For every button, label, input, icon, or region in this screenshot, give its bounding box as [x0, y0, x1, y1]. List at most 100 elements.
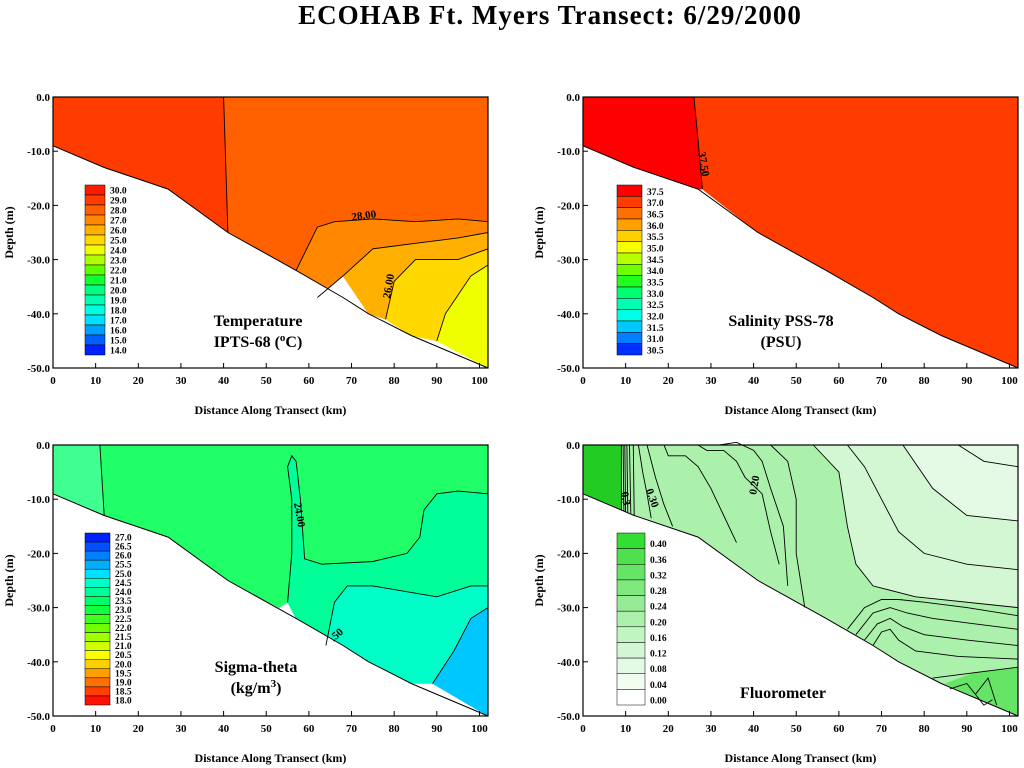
colorbar-swatch: [616, 184, 643, 197]
colorbar-swatch: [616, 332, 643, 344]
x-tick-label: 60: [303, 375, 315, 387]
y-tick-label: -30.0: [27, 255, 50, 267]
colorbar-swatch: [84, 184, 106, 196]
colorbar-swatch: [84, 254, 106, 266]
x-tick-label: 80: [919, 723, 931, 735]
colorbar-label: 28.0: [110, 207, 127, 217]
colorbar-label: 21.0: [110, 277, 127, 287]
colorbar-label: 27.0: [110, 217, 127, 227]
y-tick-label: -30.0: [557, 603, 580, 615]
colorbar-swatch: [84, 559, 111, 570]
colorbar-swatch: [84, 294, 106, 306]
contour-line-1: [693, 96, 703, 190]
x-tick-label: 80: [919, 375, 931, 387]
colorbar-label: 30.5: [647, 347, 664, 357]
colorbar-swatch: [616, 673, 646, 690]
colorbar-label: 23.0: [115, 606, 132, 616]
colorbar-label: 24.0: [115, 588, 132, 598]
contour-line-15: [902, 444, 1019, 522]
colorbar-swatch: [84, 194, 106, 206]
colorbar-swatch: [84, 234, 106, 246]
x-tick-label: 90: [431, 375, 443, 387]
y-axis-label: Depth (m): [2, 206, 16, 258]
contour-line-3: [325, 585, 488, 646]
colorbar-swatch: [84, 204, 106, 216]
colorbar-label: 35.5: [647, 233, 664, 243]
y-tick-label: -50.0: [557, 363, 580, 375]
x-tick-label: 20: [133, 375, 145, 387]
colorbar-label: 36.5: [647, 211, 664, 221]
colorbar-label: 22.0: [110, 267, 127, 277]
colorbar-label: 0.24: [650, 603, 667, 613]
colorbar-swatch: [84, 695, 111, 706]
colorbar: 27.026.526.025.525.024.524.023.523.022.5…: [84, 532, 132, 707]
colorbar-label: 14.0: [110, 347, 127, 357]
colorbar-swatch: [84, 578, 111, 588]
colorbar-label: 20.0: [115, 660, 132, 670]
colorbar: 0.40 0.36 0.32 0.28 0.24 0.20 0.16 0.12 0.08 0.04…: [616, 532, 667, 707]
colorbar-label: 0.00: [650, 697, 667, 707]
colorbar-label: 26.0: [115, 552, 132, 562]
colorbar-swatch: [616, 298, 643, 310]
x-tick-label: 30: [175, 723, 187, 735]
y-axis-label: Depth (m): [532, 554, 546, 606]
colorbar-swatch: [616, 610, 646, 628]
colorbar-label: 17.0: [110, 317, 127, 327]
colorbar-swatch: [84, 214, 106, 226]
x-tick-label: 100: [1001, 723, 1018, 735]
colorbar-swatch: [616, 564, 646, 581]
contour-line-21: [932, 666, 1019, 679]
contour-line-20: [872, 628, 1019, 660]
variable-label: Sigma-theta: [215, 659, 298, 676]
colorbar-swatch: [616, 286, 643, 299]
x-tick-label: 10: [90, 723, 102, 735]
contour-line-4: [385, 248, 489, 320]
colorbar-label: 22.0: [115, 624, 132, 634]
contour-line-3: [317, 232, 489, 298]
x-tick-label: 30: [175, 375, 187, 387]
colorbar-swatch: [84, 650, 111, 660]
x-tick-label: 30: [705, 723, 717, 735]
x-tick-label: 90: [431, 723, 443, 735]
x-tick-label: 40: [218, 375, 230, 387]
colorbar-swatch: [616, 207, 643, 220]
colorbar-swatch: [84, 224, 106, 236]
colorbar-swatch: [616, 579, 646, 596]
x-tick-label: 40: [748, 723, 760, 735]
colorbar-swatch: [84, 334, 106, 346]
colorbar-label: 19.5: [115, 669, 132, 679]
x-tick-label: 20: [133, 723, 145, 735]
plot-frame: [582, 96, 1019, 369]
contour-line-1: [223, 96, 229, 233]
contour-line-7: [637, 444, 652, 519]
colorbar-swatch: [84, 677, 111, 688]
variable-units: (kg/m3): [231, 678, 282, 697]
contour-line-2: [295, 218, 489, 271]
colorbar-swatch: [84, 264, 106, 276]
x-tick-label: 60: [833, 723, 845, 735]
contour-label: 37.50: [695, 151, 711, 178]
x-tick-label: 100: [471, 723, 488, 735]
contour-line-5: [436, 264, 489, 342]
contour-line-11: [719, 441, 789, 586]
colorbar-label: 0.20: [650, 618, 667, 628]
x-tick-label: 30: [705, 375, 717, 387]
colorbar-label: 0.12: [650, 650, 667, 660]
contour-label: 0.20: [747, 474, 762, 496]
bottom-profile: [52, 145, 489, 369]
y-tick-label: -30.0: [557, 255, 580, 267]
colorbar-swatch: [616, 309, 643, 322]
y-tick-label: -40.0: [557, 657, 580, 669]
colorbar-label: 30.0: [110, 187, 127, 197]
y-tick-label: 0.0: [566, 440, 580, 452]
colorbar-label: 25.0: [110, 237, 127, 247]
colorbar-label: 0.16: [650, 634, 667, 644]
colorbar-label: 19.0: [110, 297, 127, 307]
colorbar-label: 19.0: [115, 678, 132, 688]
y-tick-label: -50.0: [27, 363, 50, 375]
contour-line-22: [949, 682, 993, 706]
colorbar-swatch: [84, 641, 111, 651]
colorbar-label: 18.0: [115, 697, 132, 707]
y-tick-label: -20.0: [557, 548, 580, 560]
